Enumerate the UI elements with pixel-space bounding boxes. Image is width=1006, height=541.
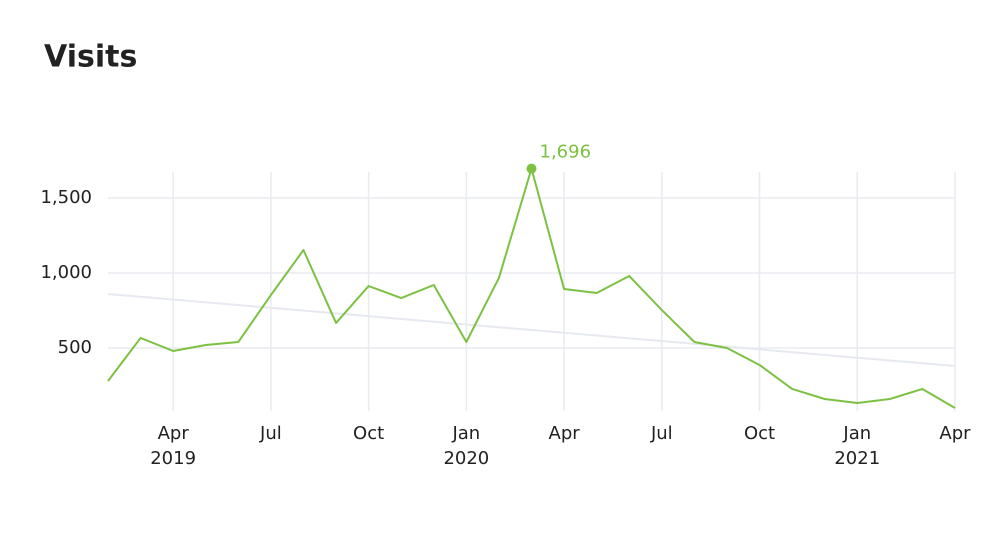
x-tick-label: Oct [353, 423, 384, 444]
x-tick-label: 2019 [150, 448, 196, 469]
series-line [107, 167, 956, 409]
data-label: 1,696 [540, 142, 592, 163]
x-tick-label: 2020 [443, 448, 489, 469]
grid [108, 172, 956, 411]
trend-line [107, 293, 956, 367]
highlight-point [526, 163, 537, 174]
x-tick-label: Jul [650, 423, 673, 444]
chart-title: Visits [44, 40, 137, 75]
x-tick-label: 2021 [834, 448, 880, 469]
x-tick-label: Apr [549, 423, 581, 444]
y-tick-label: 1,000 [40, 262, 92, 283]
x-tick-label: Jul [259, 423, 282, 444]
x-tick-label: Oct [744, 423, 775, 444]
x-tick-label: Jan [451, 423, 480, 444]
y-tick-label: 1,500 [40, 187, 92, 208]
y-tick-label: 500 [58, 337, 92, 358]
x-tick-label: Apr [939, 423, 971, 444]
x-tick-label: Apr [158, 423, 190, 444]
x-tick-label: Jan [842, 423, 871, 444]
